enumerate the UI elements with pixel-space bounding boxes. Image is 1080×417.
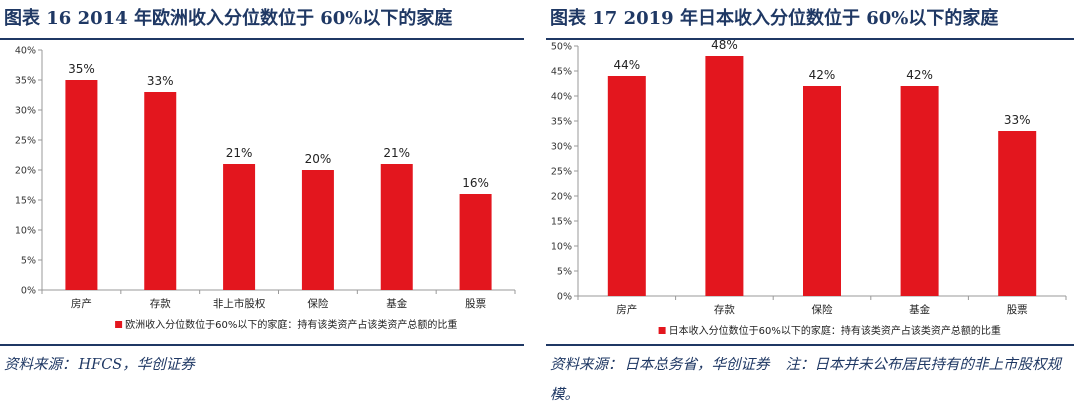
data-label: 35% [68,62,95,76]
bar [607,76,646,296]
bar [144,92,177,290]
category-label: 保险 [307,297,328,310]
bar [998,131,1037,296]
y-tick-label: 20% [551,192,572,203]
data-label: 16% [462,176,489,190]
title-divider [0,38,524,40]
data-label: 42% [809,68,836,82]
y-tick-label: 5% [21,256,36,267]
legend-swatch [115,321,123,328]
y-tick-label: 50% [551,42,572,53]
title-divider [546,38,1074,40]
category-label: 存款 [714,303,735,316]
category-label: 基金 [909,303,931,316]
footnote-text: 注：日本并未公布居民持有的非上市股权规模。 [550,357,1061,403]
data-label: 48% [711,40,738,52]
category-label: 保险 [812,303,833,316]
y-tick-label: 35% [15,76,36,87]
bar [803,86,841,296]
y-tick-label: 30% [551,142,572,153]
chart-panel-17: 图表 17 2019 年日本收入分位数位于 60%以下的家庭 0% 5% 10% 15… [546,0,1080,417]
bar [223,164,256,290]
y-tick-label: 15% [15,196,36,207]
source-text: HFCS，华创证券 [78,357,195,373]
data-label: 21% [226,146,253,160]
bar-chart-japan: 0% 5% 10% 15% 20% 25% 30% 35% 40% 45% 50% 44% 房产 48% 存… [551,40,1067,337]
y-tick-label: 25% [15,136,36,147]
y-tick-label: 10% [551,242,572,253]
data-label: 20% [305,152,332,166]
source-note: 资料来源： 日本总务省，华创证券 注：日本并未公布居民持有的非上市股权规模。 [550,350,1076,410]
y-tick-label: 35% [551,117,572,128]
category-label: 股票 [1007,304,1028,316]
bar [65,80,98,290]
category-label: 基金 [386,297,407,310]
bar [459,194,492,290]
chart-title: 图表 17 2019 年日本收入分位数位于 60%以下的家庭 [550,8,999,29]
data-label: 33% [147,74,174,88]
bar [380,164,413,290]
data-label: 33% [1004,113,1031,127]
bar [900,86,939,296]
source-divider [0,344,524,346]
source-divider [546,344,1074,346]
y-tick-label: 20% [15,166,36,177]
chart-title: 图表 16 2014 年欧洲收入分位数位于 60%以下的家庭 [4,8,453,29]
data-label: 42% [906,68,933,82]
y-tick-label: 40% [551,92,572,103]
bar-chart-europe: 0% 5% 10% 15% 20% 25% 30% 35% 40% 35% 房产 33% 存款 21% 非上… [15,46,516,331]
bar [301,170,334,290]
category-label: 非上市股权 [213,297,266,310]
y-tick-label: 15% [551,217,572,228]
y-tick-label: 25% [551,167,572,178]
legend-swatch [658,327,666,334]
y-tick-label: 0% [21,286,36,297]
source-note: 资料来源： HFCS，华创证券 [4,350,526,380]
y-tick-label: 40% [15,46,36,57]
category-label: 股票 [465,298,486,310]
data-label: 44% [613,58,640,72]
category-label: 房产 [616,303,637,316]
y-tick-label: 10% [15,226,36,237]
chart-panel-16: 图表 16 2014 年欧洲收入分位数位于 60%以下的家庭 0% 5% 10% 15… [0,0,530,417]
source-label: 资料来源： [4,357,77,373]
bar [705,56,744,296]
category-label: 房产 [71,297,92,310]
category-label: 存款 [150,297,171,310]
y-tick-label: 0% [557,292,572,303]
legend-label: 欧洲收入分位数位于60%以下的家庭：持有该类资产占该类资产总额的比重 [125,318,457,331]
y-tick-label: 45% [551,67,572,78]
y-tick-label: 5% [557,267,572,278]
legend-label: 日本收入分位数位于60%以下的家庭：持有该类资产占该类资产总额的比重 [669,324,1001,337]
source-label: 资料来源： [550,357,623,373]
y-tick-label: 30% [15,106,36,117]
data-label: 21% [383,146,410,160]
source-text: 日本总务省，华创证券 [624,357,770,373]
